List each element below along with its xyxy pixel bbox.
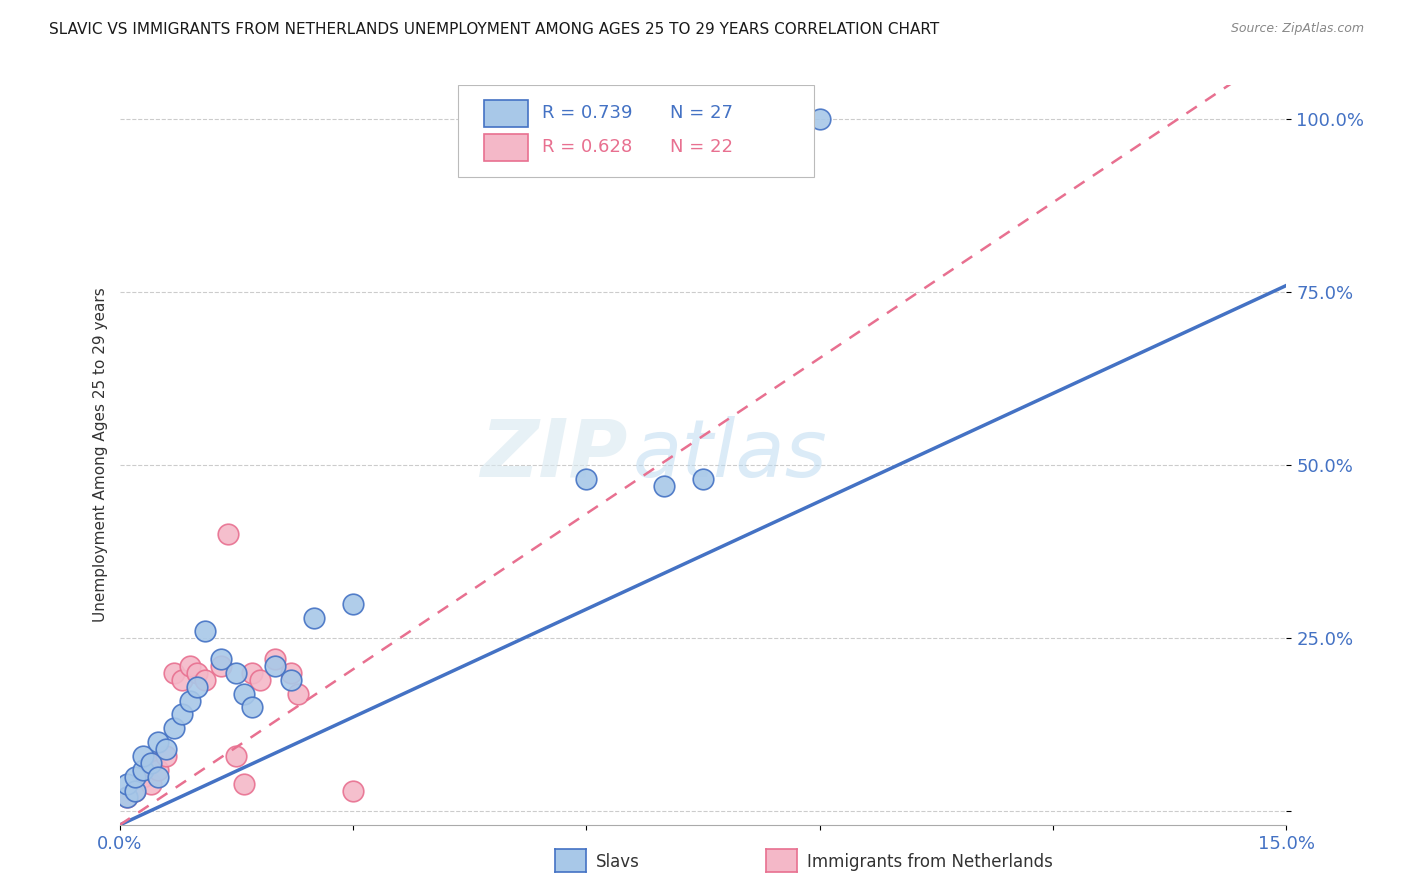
Text: Slavs: Slavs	[596, 853, 640, 871]
Point	[132, 770, 155, 784]
Point	[240, 700, 263, 714]
Point	[148, 763, 170, 777]
Point	[186, 680, 208, 694]
Text: N = 22: N = 22	[671, 138, 734, 156]
Point	[194, 624, 217, 639]
Text: R = 0.739: R = 0.739	[541, 103, 633, 122]
Point	[225, 748, 247, 763]
Point	[209, 652, 232, 666]
Point	[155, 748, 177, 763]
Point	[280, 665, 302, 680]
Point	[139, 776, 162, 790]
Point	[692, 472, 714, 486]
Point	[124, 770, 146, 784]
Point	[264, 659, 287, 673]
Point	[280, 673, 302, 687]
Point	[342, 783, 364, 797]
Point	[117, 776, 139, 790]
Text: Source: ZipAtlas.com: Source: ZipAtlas.com	[1230, 22, 1364, 36]
Text: ZIP: ZIP	[479, 416, 627, 494]
Point	[575, 472, 598, 486]
Point	[225, 665, 247, 680]
Point	[240, 665, 263, 680]
Point	[179, 693, 201, 707]
Point	[163, 721, 186, 735]
Point	[233, 687, 256, 701]
Point	[124, 783, 146, 797]
Point	[132, 763, 155, 777]
Point	[302, 610, 325, 624]
Point	[342, 597, 364, 611]
Point	[132, 748, 155, 763]
Point	[209, 659, 232, 673]
FancyBboxPatch shape	[484, 100, 529, 127]
Point	[170, 707, 193, 722]
Point	[139, 756, 162, 770]
Text: SLAVIC VS IMMIGRANTS FROM NETHERLANDS UNEMPLOYMENT AMONG AGES 25 TO 29 YEARS COR: SLAVIC VS IMMIGRANTS FROM NETHERLANDS UN…	[49, 22, 939, 37]
Point	[249, 673, 271, 687]
Point	[148, 735, 170, 749]
Point	[148, 770, 170, 784]
Text: N = 27: N = 27	[671, 103, 734, 122]
Point	[287, 687, 309, 701]
Point	[264, 652, 287, 666]
FancyBboxPatch shape	[458, 85, 814, 178]
Point	[194, 673, 217, 687]
Point	[155, 742, 177, 756]
Point	[217, 527, 239, 541]
Point	[139, 756, 162, 770]
Text: Immigrants from Netherlands: Immigrants from Netherlands	[807, 853, 1053, 871]
Point	[233, 776, 256, 790]
FancyBboxPatch shape	[484, 135, 529, 161]
Point	[170, 673, 193, 687]
Point	[652, 479, 675, 493]
Point	[186, 665, 208, 680]
Point	[179, 659, 201, 673]
Point	[808, 112, 831, 127]
Y-axis label: Unemployment Among Ages 25 to 29 years: Unemployment Among Ages 25 to 29 years	[93, 287, 108, 623]
Point	[163, 665, 186, 680]
Point	[117, 790, 139, 805]
Point	[117, 790, 139, 805]
Point	[124, 783, 146, 797]
Text: R = 0.628: R = 0.628	[541, 138, 633, 156]
Text: atlas: atlas	[633, 416, 828, 494]
